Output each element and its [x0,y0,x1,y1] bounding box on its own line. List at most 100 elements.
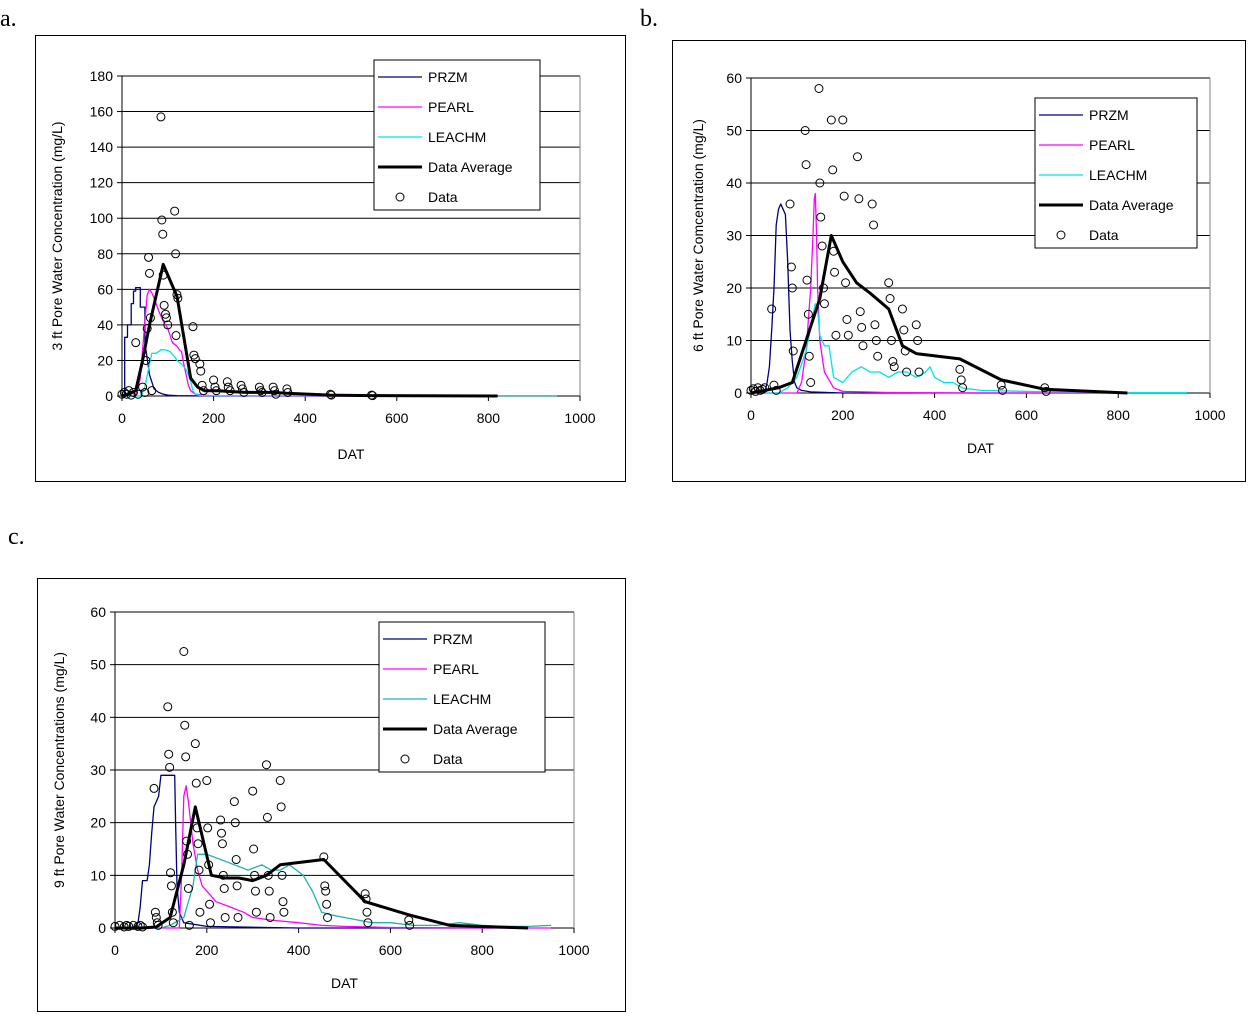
legend-label-pearl-a: PEARL [428,99,474,115]
legend-label-leachm-c: LEACHM [433,691,491,707]
data-point-c [220,912,230,922]
data-point-c [164,749,174,759]
x-axis-label-c: DAT [331,975,358,991]
series-line-data-average-b [750,234,1128,395]
y-tick-label-c: 10 [90,867,106,883]
legend-box-b [1034,97,1198,249]
y-tick-label-a: 0 [105,388,113,404]
x-tick-label-c: 200 [195,942,219,958]
data-point-a [158,270,168,280]
data-point-a [126,390,136,400]
data-point-b [911,320,921,330]
data-point-a [144,252,154,262]
data-point-c [216,828,226,838]
y-tick-label-a: 80 [97,246,113,262]
data-point-c [180,720,190,730]
data-point-b [814,84,824,93]
chart-panel-c: 0 10 20 30 40 50 60 0 200 400 600 800 1000 9 ft Pore … [37,578,626,1012]
data-point-b [996,380,1006,390]
data-point-b [897,304,907,314]
data-point-b [831,330,841,340]
data-point-c [149,783,159,793]
y-tick-label-b: 30 [726,228,742,244]
y-tick-label-a: 40 [97,317,113,333]
y-tick-label-c: 50 [90,657,106,673]
data-point-a [144,268,154,278]
data-point-b [899,325,909,335]
data-point-a [171,249,181,259]
data-point-c [219,884,229,893]
data-point-c [275,776,285,786]
series-line-przm-c [115,774,492,929]
y-tick-label-b: 50 [726,123,742,139]
data-point-c [115,920,125,930]
data-point-b [854,194,864,204]
x-tick-label-b: 400 [923,407,947,423]
data-point-a [209,375,219,385]
data-point-b [829,246,839,256]
data-point-b [870,320,880,330]
data-point-c [119,922,129,932]
data-point-a [196,366,206,376]
data-point-c [138,922,148,932]
data-point-a [197,380,207,390]
data-point-c [205,899,215,909]
legend-label-pearl-b: PEARL [1089,137,1135,153]
data-point-b [855,307,865,317]
data-point-c [135,920,145,930]
data-point-b [1041,386,1051,396]
data-point-c [265,912,275,922]
y-tick-label-a: 60 [97,281,113,297]
x-tick-label-c: 400 [287,942,311,958]
data-point-a [133,389,143,399]
data-point-a [131,338,141,348]
data-point-a [124,386,134,396]
data-point-c [184,920,194,930]
data-point-c [163,702,173,712]
data-point-c [322,899,332,909]
x-tick-label-c: 1000 [558,942,589,958]
data-point-c [360,889,370,899]
y-axis-label-c: 9 ft Pore Water Concentrations (mg/L) [51,652,67,888]
data-point-c [363,918,373,928]
data-point-c [167,907,177,917]
data-point-c [194,865,204,875]
series-line-leachm-a [122,349,558,397]
x-tick-label-b: 600 [1015,407,1039,423]
data-point-c [204,860,214,870]
data-point-c [277,870,287,880]
y-tick-label-c: 20 [90,815,106,831]
data-point-a [325,389,335,399]
data-point-c [232,881,242,891]
data-point-c [321,886,331,896]
data-point-b [787,283,797,293]
data-point-c [231,855,241,865]
data-point-b [804,351,814,361]
data-point-a [161,313,171,323]
data-point-b [841,278,851,288]
data-point-c [190,739,200,749]
data-point-b [828,165,838,175]
data-point-c [320,881,330,891]
data-point-c [110,921,120,931]
y-axis-label-b: 6 ft Pore Water Comcentration (mg/L) [690,119,706,352]
data-point-c [216,815,226,825]
y-tick-label-b: 0 [734,385,742,401]
data-point-b [869,220,879,230]
legend-label-przm-b: PRZM [1089,107,1129,123]
data-point-a [140,387,150,397]
data-point-c [278,897,288,907]
y-tick-label-a: 100 [90,210,114,226]
x-tick-label-a: 600 [385,410,409,426]
data-point-b [838,115,848,125]
data-point-b [955,364,965,374]
data-point-b [857,322,867,332]
legend-label-data-c: Data [433,751,463,767]
data-point-c [404,915,414,925]
data-point-c [150,907,160,917]
data-point-a [195,359,205,369]
legend-label-data-average-c: Data Average [433,721,518,737]
data-point-c [195,907,205,917]
data-point-a [172,290,182,300]
